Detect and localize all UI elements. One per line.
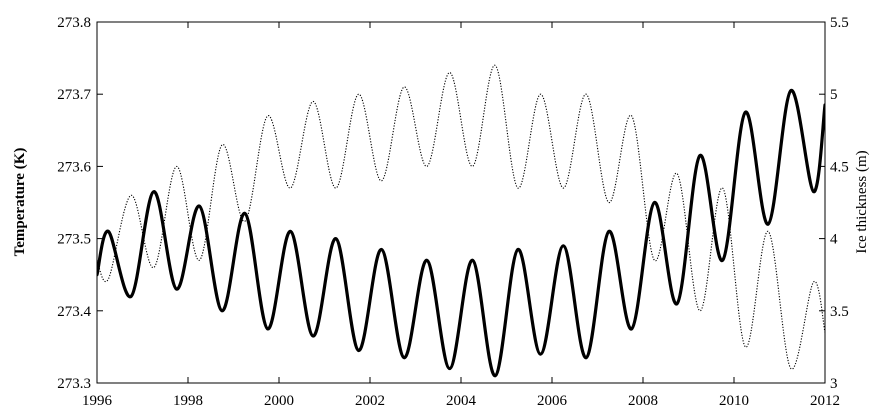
series-layer xyxy=(97,64,825,378)
y-axis-left: 273.3 273.4 273.5 273.6 273.7 273.8 xyxy=(57,15,103,392)
x-tick-label: 1996 xyxy=(82,393,113,409)
x-tick-label: 2006 xyxy=(537,393,568,409)
x-tick-label: 2008 xyxy=(628,393,658,409)
x-tick-label: 2000 xyxy=(264,393,294,409)
y-axis-right: 3 3.5 4 4.5 5 5.5 xyxy=(819,15,849,392)
x-axis: 1996 1998 2000 2002 2004 2006 2008 2010 2012 xyxy=(82,22,840,409)
temperature-series-line xyxy=(97,88,825,378)
y-tick-label: 273.3 xyxy=(57,376,91,392)
y2-axis-title: Ice thickness (m) xyxy=(854,150,870,253)
y-tick-label: 273.4 xyxy=(57,304,91,320)
y-tick-label: 273.5 xyxy=(57,232,91,248)
y2-tick-label: 4.5 xyxy=(830,159,849,175)
y-tick-label: 273.7 xyxy=(57,87,91,103)
plot-frame xyxy=(96,21,826,384)
ice-thickness-series-line xyxy=(97,64,825,370)
y-tick-label: 273.6 xyxy=(57,159,91,175)
x-tick-label: 2002 xyxy=(355,393,385,409)
y-tick-label: 273.8 xyxy=(57,15,91,31)
x-tick-label: 1998 xyxy=(173,393,203,409)
x-tick-label: 2010 xyxy=(719,393,749,409)
x-tick-label: 2012 xyxy=(810,393,840,409)
y2-tick-label: 5.5 xyxy=(830,15,849,31)
y2-tick-label: 3 xyxy=(830,376,838,392)
y2-tick-label: 4 xyxy=(830,232,838,248)
y-axis-title: Temperature (K) xyxy=(12,148,28,257)
x-tick-label: 2004 xyxy=(446,393,477,409)
y2-tick-label: 5 xyxy=(830,87,838,103)
y2-tick-label: 3.5 xyxy=(830,304,849,320)
